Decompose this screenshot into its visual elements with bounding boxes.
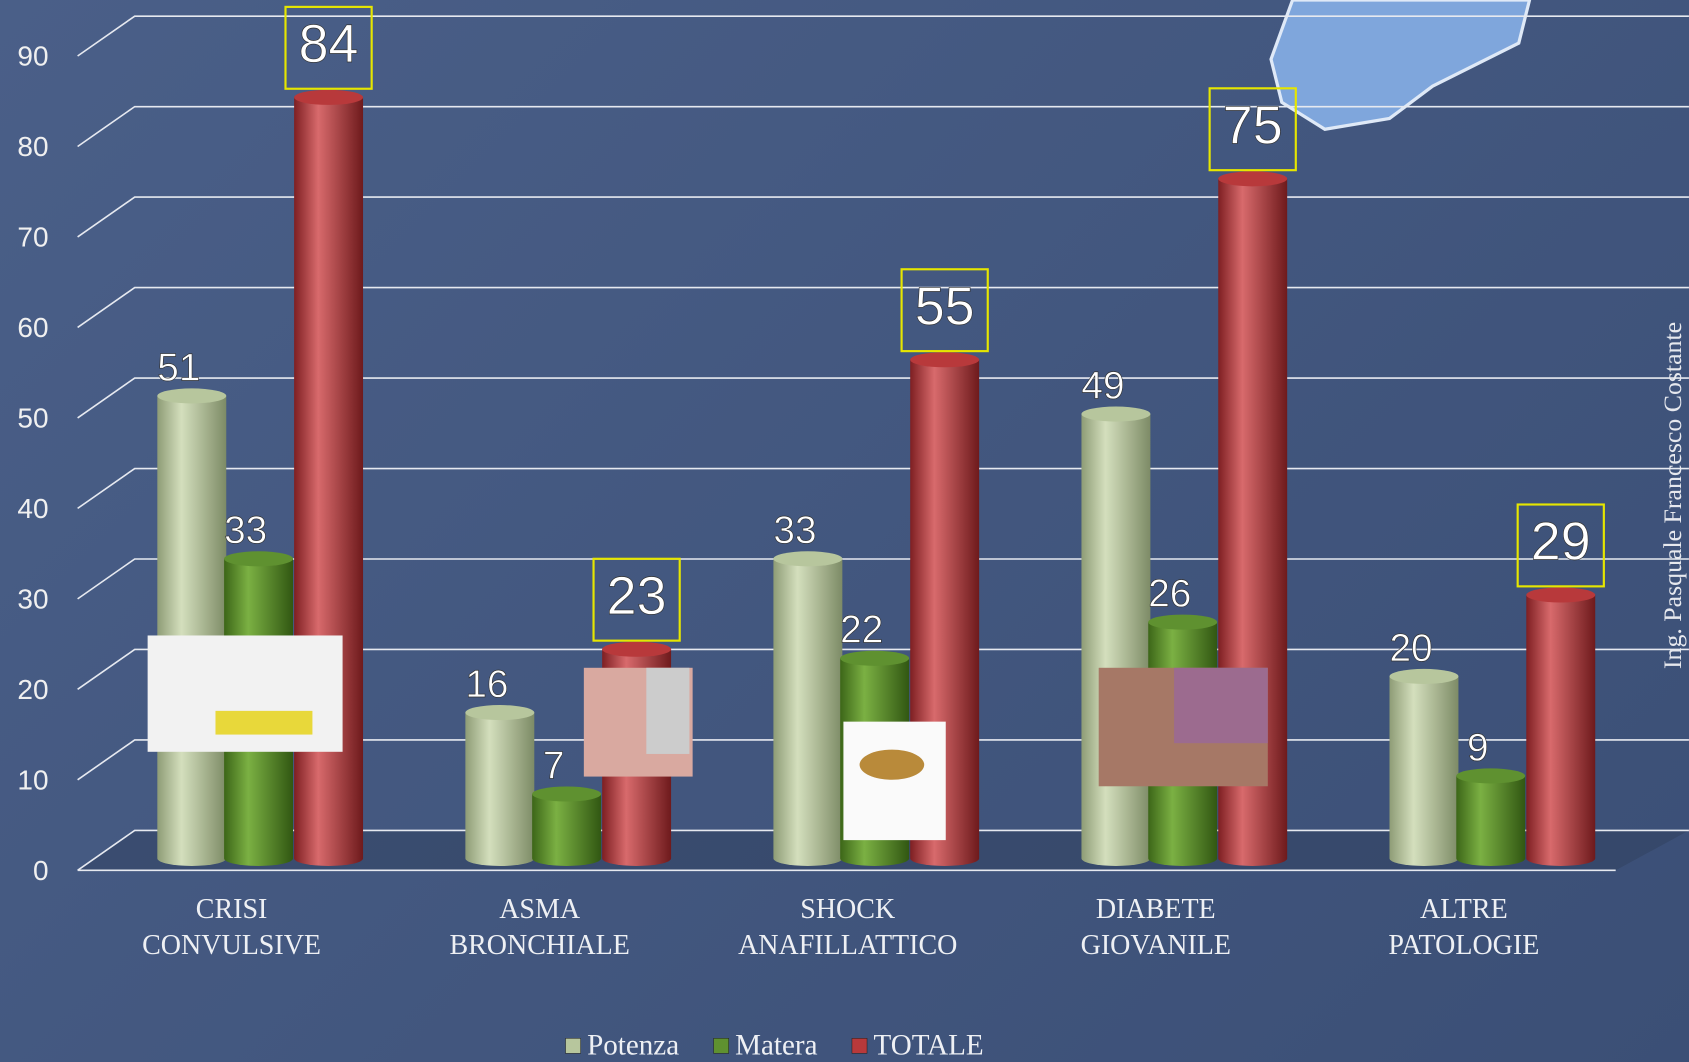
bar [1389, 668, 1459, 866]
legend-swatch [565, 1038, 581, 1054]
value-label: 49 [1081, 364, 1124, 407]
bar-body [465, 712, 535, 866]
value-label: 20 [1389, 627, 1432, 670]
y-tick-label: 40 [17, 493, 48, 524]
y-tick-label: 60 [17, 312, 48, 343]
legend-label: Potenza [587, 1030, 679, 1062]
bar-body [1456, 775, 1526, 866]
bar-cap [910, 352, 980, 368]
value-label: 75 [1223, 95, 1283, 155]
value-label: 33 [224, 509, 267, 552]
value-label: 33 [773, 509, 816, 552]
value-label: 51 [157, 346, 200, 389]
bar-body [1526, 594, 1596, 866]
value-box [1208, 87, 1297, 172]
value-label: 9 [1467, 726, 1489, 769]
value-box [592, 557, 681, 642]
value-label: 7 [543, 744, 565, 787]
bar-cap [1526, 587, 1596, 603]
y-tick-label: 70 [17, 222, 48, 253]
bar-cap [840, 650, 910, 666]
bar-cap [1081, 406, 1151, 422]
grid-line [77, 377, 1689, 419]
bar-cap [532, 786, 602, 802]
value-label: 29 [1531, 512, 1591, 572]
grid-line [77, 558, 1689, 600]
y-tick-label: 10 [17, 764, 48, 795]
bar-body [1389, 676, 1459, 866]
bar-body [532, 794, 602, 866]
value-label: 16 [465, 663, 508, 706]
value-box [1516, 503, 1605, 588]
value-label: 26 [1148, 573, 1191, 616]
grid-line [77, 286, 1689, 329]
legend-label: Matera [735, 1030, 817, 1062]
y-tick-label: 30 [17, 583, 48, 614]
bar-cap [465, 705, 535, 721]
photos [147, 635, 1268, 841]
x-tick-label: ASMA BRONCHIALE [449, 893, 630, 962]
value-box [900, 268, 989, 353]
legend-swatch [851, 1038, 868, 1054]
y-tick-label: 90 [17, 41, 48, 72]
y-tick-label: 0 [33, 855, 49, 886]
bar-body [1081, 414, 1151, 866]
x-tick-label: SHOCK ANAFILLATTICO [738, 893, 958, 962]
bar-cap [294, 89, 364, 105]
bar-body [773, 558, 843, 866]
x-tick-label: DIABETE GIOVANILE [1080, 893, 1231, 962]
x-tick-label: ALTRE PATOLOGIE [1388, 893, 1540, 962]
bar-cap [602, 641, 672, 657]
x-tick-label: CRISI CONVULSIVE [142, 893, 322, 962]
bar-cap [1148, 614, 1218, 630]
bar-cap [157, 388, 227, 404]
bar [1526, 587, 1596, 866]
grid-line [77, 15, 1689, 57]
grid-line [77, 105, 1689, 148]
value-label: 23 [607, 566, 667, 626]
grid-line [77, 467, 1689, 510]
region-map [1269, 0, 1532, 131]
bar [1081, 406, 1151, 866]
y-tick-label: 80 [17, 131, 48, 162]
legend-swatch [713, 1038, 729, 1054]
bar [465, 705, 535, 866]
bar-cap [1456, 768, 1526, 784]
bar-cap [224, 551, 294, 567]
bar [532, 786, 602, 866]
watermark: Ing. Pasquale Francesco Costante [1658, 322, 1687, 669]
grid-line [77, 196, 1689, 238]
bar-cap [1389, 668, 1459, 684]
y-tick-label: 50 [17, 402, 48, 433]
bar-cap [1218, 171, 1288, 187]
legend-label: TOTALE [874, 1030, 984, 1062]
value-label: 84 [299, 14, 359, 74]
bar-cap [773, 551, 843, 567]
bar [1456, 768, 1526, 866]
y-tick-label: 20 [17, 674, 48, 705]
bar [157, 388, 227, 866]
value-label: 22 [840, 609, 883, 652]
bar-body [157, 395, 227, 866]
value-label: 55 [915, 276, 975, 336]
value-box [284, 5, 373, 90]
bar [773, 551, 843, 866]
